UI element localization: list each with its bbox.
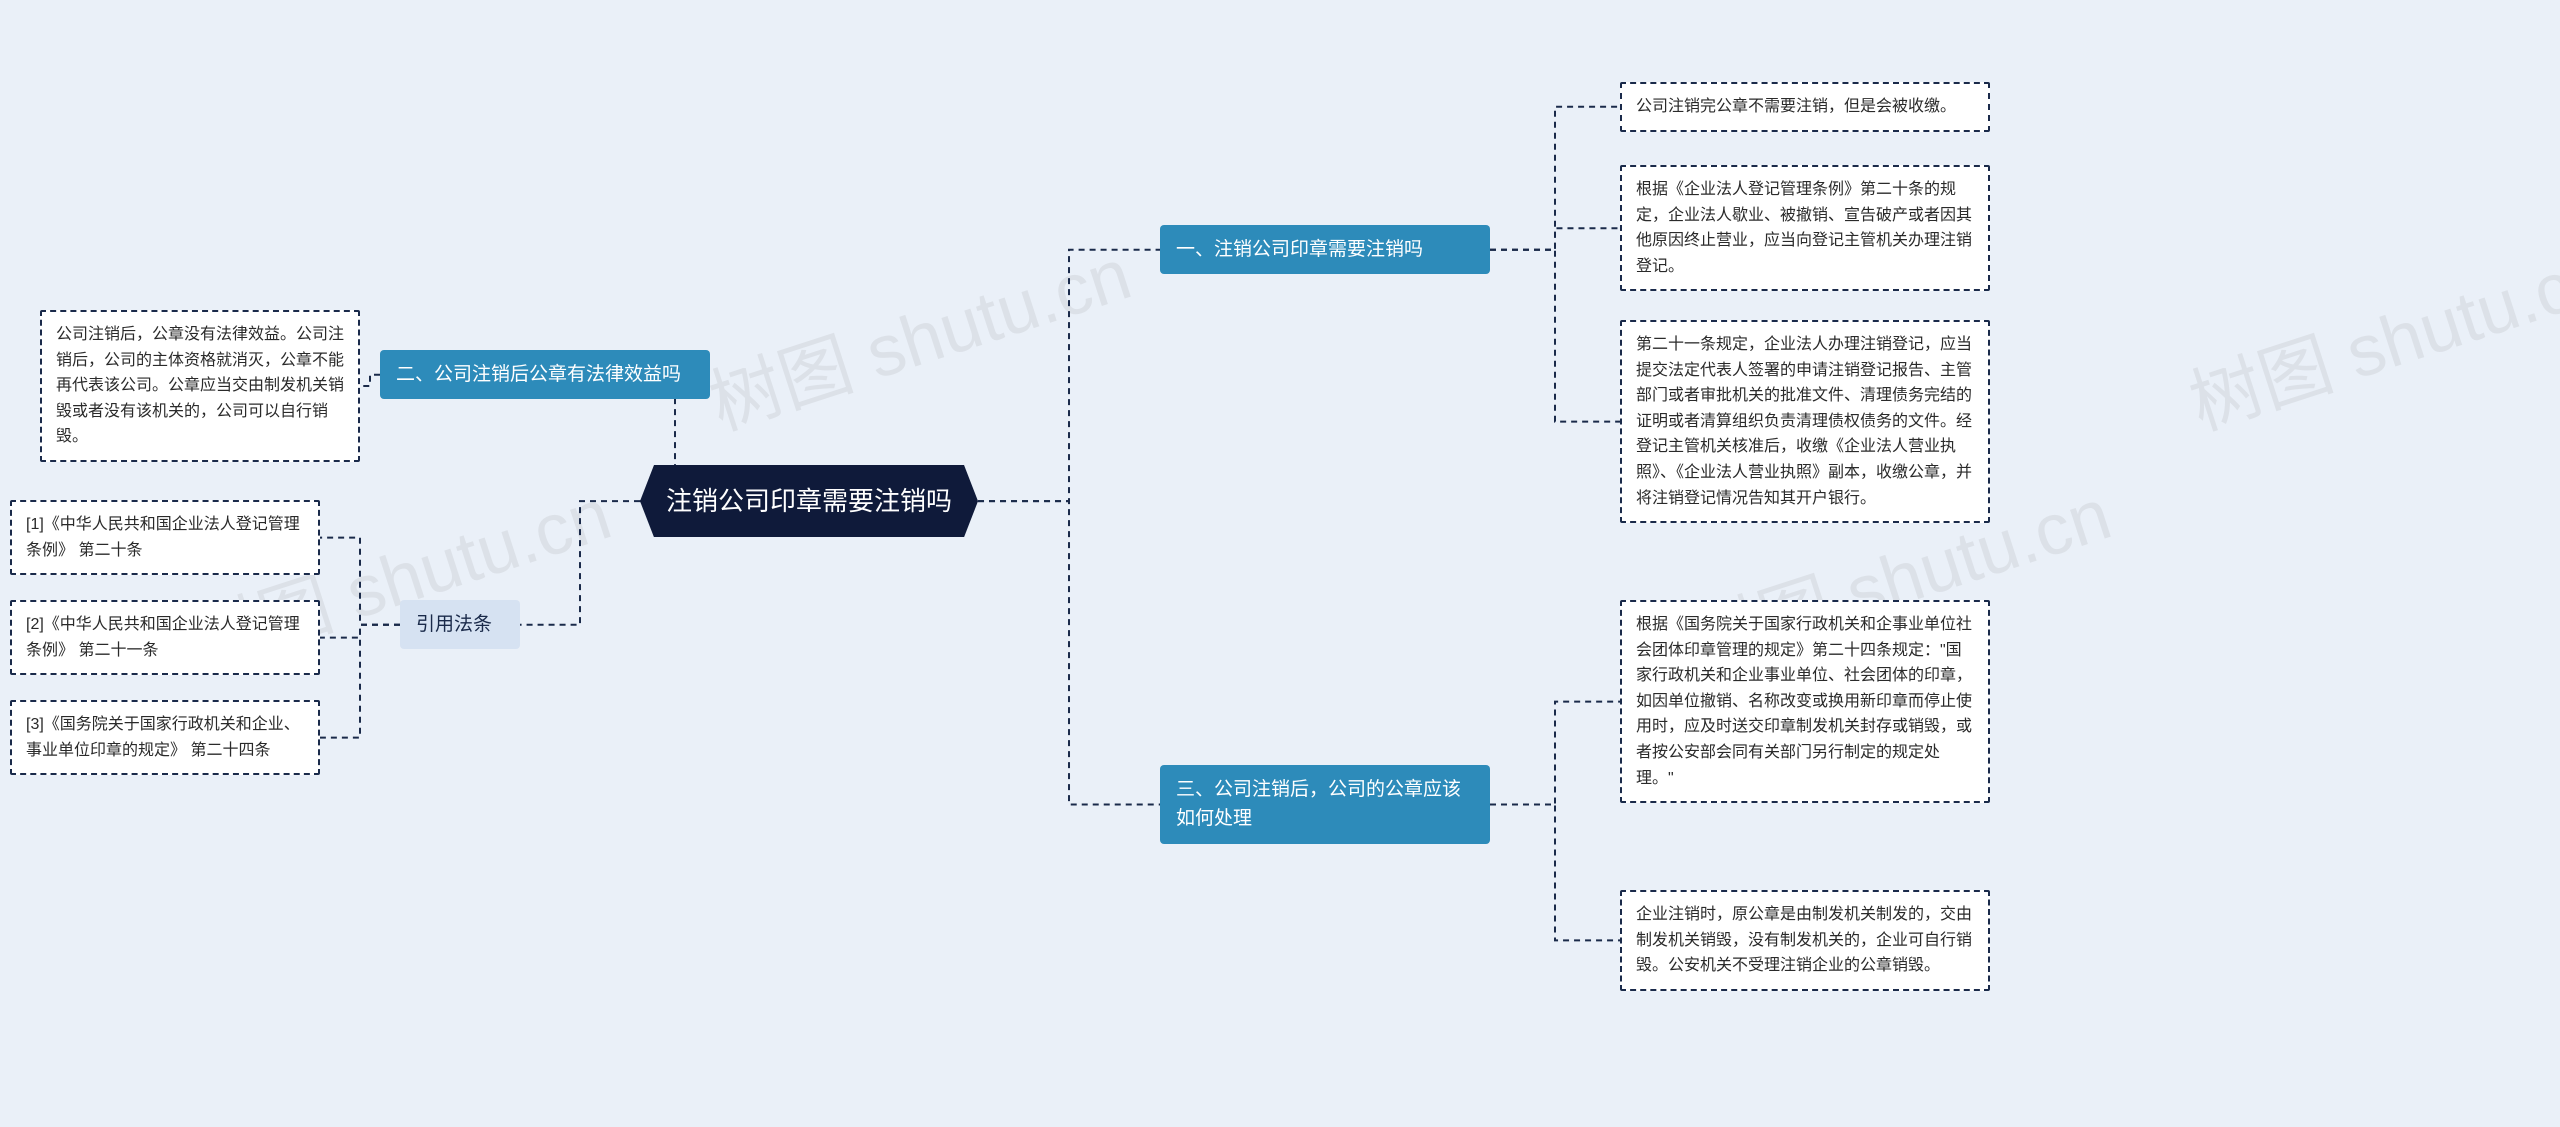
leaf-cite-1: [2]《中华人民共和国企业法人登记管理条例》 第二十一条 [10, 600, 320, 675]
leaf-b2-0: 公司注销后，公章没有法律效益。公司注销后，公司的主体资格就消灭，公章不能再代表该… [40, 310, 360, 462]
leaf-b3-1: 企业注销时，原公章是由制发机关制发的，交由制发机关销毁，没有制发机关的，企业可自… [1620, 890, 1990, 991]
leaf-b3-0: 根据《国务院关于国家行政机关和企事业单位社会团体印章管理的规定》第二十四条规定：… [1620, 600, 1990, 803]
watermark: 树图 shutu.cn [694, 215, 1141, 450]
leaf-b1-2: 第二十一条规定，企业法人办理注销登记，应当提交法定代表人签署的申请注销登记报告、… [1620, 320, 1990, 523]
watermark: 树图 shutu.cn [2174, 215, 2560, 450]
leaf-b1-0: 公司注销完公章不需要注销，但是会被收缴。 [1620, 82, 1990, 132]
connector-layer [0, 0, 2560, 1127]
leaf-cite-0: [1]《中华人民共和国企业法人登记管理条例》 第二十条 [10, 500, 320, 575]
root-node: 注销公司印章需要注销吗 [640, 465, 978, 537]
branch-section-3: 三、公司注销后，公司的公章应该如何处理 [1160, 765, 1490, 844]
branch-citations: 引用法条 [400, 600, 520, 649]
branch-section-1: 一、注销公司印章需要注销吗 [1160, 225, 1490, 274]
branch-section-2: 二、公司注销后公章有法律效益吗 [380, 350, 710, 399]
leaf-cite-2: [3]《国务院关于国家行政机关和企业、事业单位印章的规定》 第二十四条 [10, 700, 320, 775]
leaf-b1-1: 根据《企业法人登记管理条例》第二十条的规定，企业法人歇业、被撤销、宣告破产或者因… [1620, 165, 1990, 291]
